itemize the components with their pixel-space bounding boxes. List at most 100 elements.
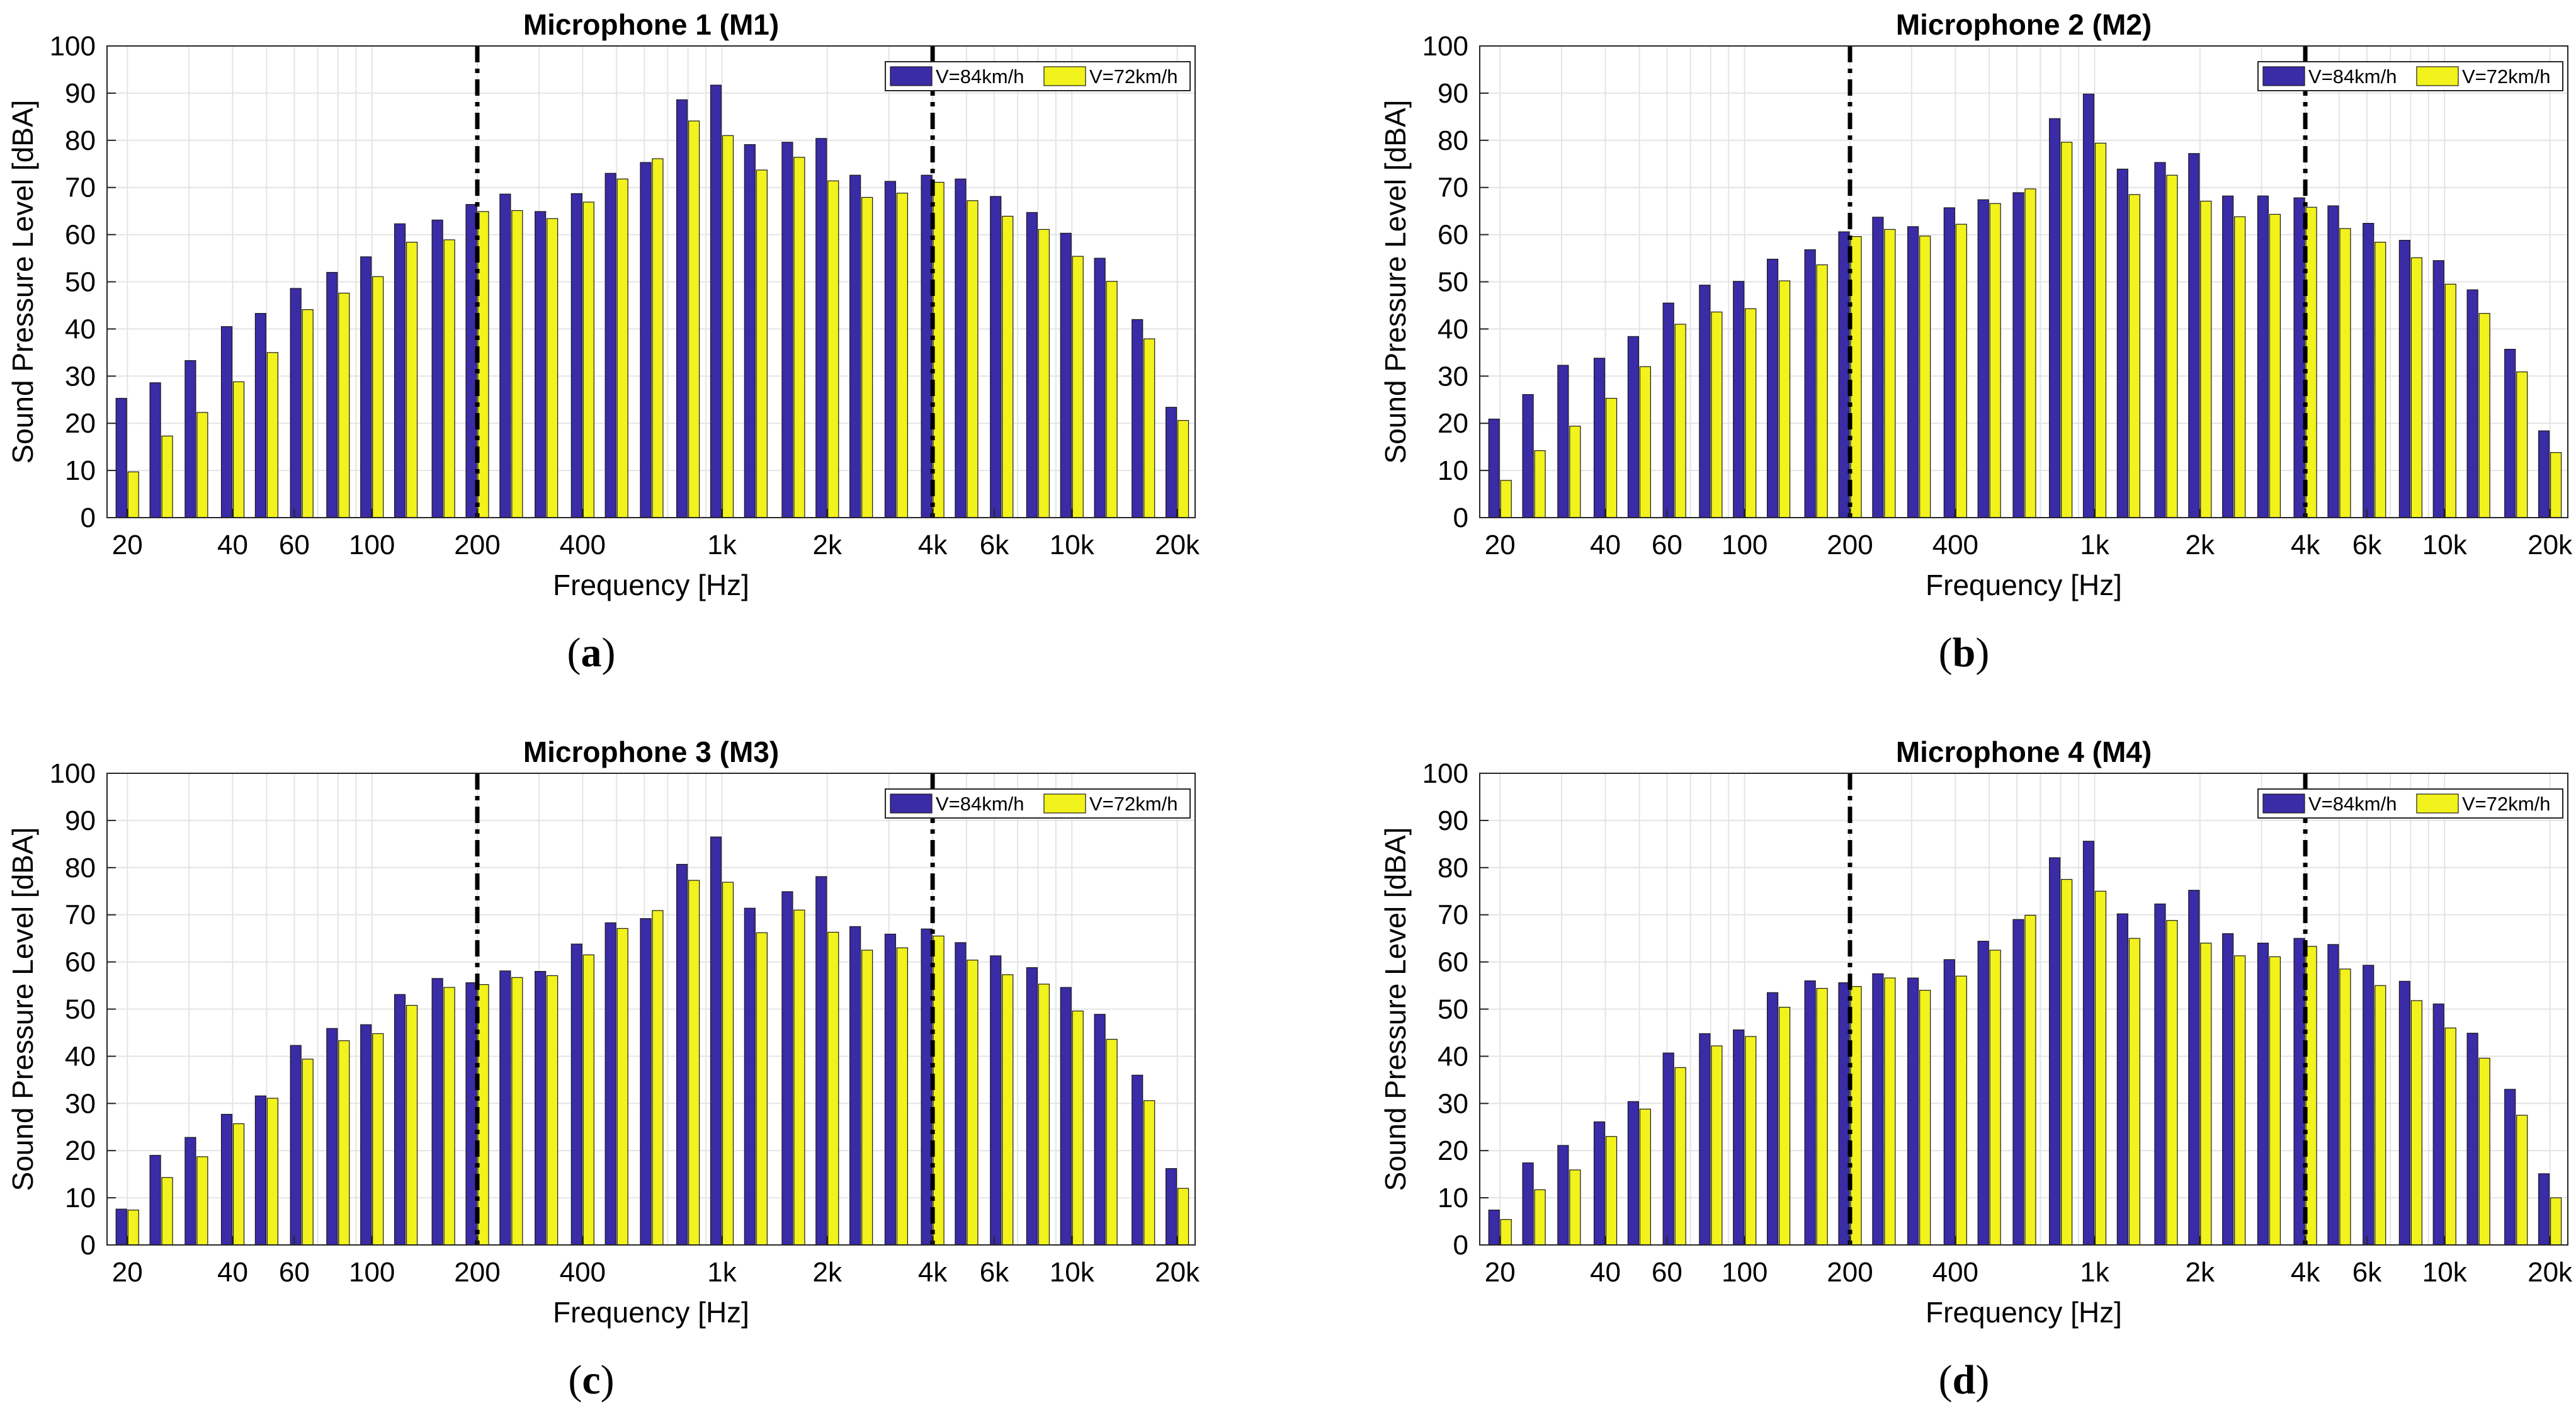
bar-series-1-200hz bbox=[1838, 982, 1850, 1246]
bar-series-1-4000hz bbox=[921, 174, 933, 518]
bar-series-1-4000hz bbox=[2293, 197, 2305, 518]
bar-series-1-5000hz bbox=[2327, 944, 2339, 1246]
bar-series-2-1250hz bbox=[2128, 938, 2140, 1246]
x-tick-label: 100 bbox=[1722, 530, 1767, 560]
x-tick-label: 10k bbox=[2422, 530, 2468, 560]
y-tick-label: 10 bbox=[65, 455, 96, 486]
bar-series-2-1000hz bbox=[722, 135, 734, 518]
x-tick-label: 40 bbox=[1590, 530, 1621, 560]
chart-svg: 0 10 20 30 40 50 60 70 80 90 100 20 40 60 100 200 400 1k 2… bbox=[1379, 8, 2573, 676]
panel-label: (c) bbox=[568, 1357, 614, 1403]
bar-series-2-200hz bbox=[477, 211, 489, 518]
bar-series-1-160hz bbox=[1804, 980, 1816, 1246]
bar-series-2-63hz bbox=[1674, 1067, 1686, 1246]
bar-series-1-250hz bbox=[499, 193, 511, 518]
bar-series-2-80hz bbox=[1711, 1045, 1723, 1246]
bar-series-2-10000hz bbox=[2444, 283, 2456, 518]
legend-swatch-2 bbox=[1043, 66, 1086, 86]
bar-series-2-31.5hz bbox=[196, 1156, 208, 1246]
bars bbox=[115, 836, 1189, 1246]
y-tick-label: 40 bbox=[1438, 314, 1468, 344]
bar-series-1-20000hz bbox=[2538, 1173, 2550, 1246]
bar-series-1-800hz bbox=[2049, 118, 2061, 518]
bar-series-1-3150hz bbox=[2257, 195, 2269, 518]
bar-series-2-8000hz bbox=[1038, 229, 1050, 518]
bar-series-1-10000hz bbox=[1060, 987, 1072, 1246]
bar-series-1-63hz bbox=[1662, 1052, 1674, 1246]
y-tick-label: 0 bbox=[1453, 1230, 1468, 1261]
bar-series-2-100hz bbox=[1745, 1036, 1757, 1246]
bar-series-1-630hz bbox=[640, 162, 652, 518]
bar-series-1-200hz bbox=[465, 204, 477, 518]
bar-series-2-160hz bbox=[443, 987, 455, 1246]
bar-series-2-25hz bbox=[1534, 450, 1546, 518]
bar-series-1-1250hz bbox=[744, 144, 756, 518]
bar-series-1-315hz bbox=[1907, 226, 1919, 518]
y-tick-label: 50 bbox=[65, 267, 96, 298]
bar-series-1-4000hz bbox=[2293, 938, 2305, 1246]
bar-series-1-6300hz bbox=[2363, 223, 2375, 518]
bar-series-2-8000hz bbox=[1038, 984, 1050, 1246]
y-tick-label: 0 bbox=[81, 1230, 96, 1261]
legend-label-1: V=84km/h bbox=[2308, 793, 2397, 815]
bar-series-2-2000hz bbox=[827, 931, 839, 1246]
y-tick-label: 50 bbox=[1438, 994, 1468, 1025]
bar-series-1-200hz bbox=[1838, 231, 1850, 518]
bar-series-1-80hz bbox=[326, 1028, 338, 1246]
y-tick-label: 40 bbox=[65, 1041, 96, 1072]
x-tick-label: 60 bbox=[1652, 1257, 1682, 1288]
bar-series-2-5000hz bbox=[2339, 228, 2351, 518]
bar-series-2-315hz bbox=[1919, 236, 1931, 518]
bar-series-2-16000hz bbox=[1143, 338, 1155, 518]
legend-swatch-2 bbox=[2416, 793, 2459, 814]
bar-series-2-12500hz bbox=[1106, 1038, 1118, 1246]
x-tick-label: 4k bbox=[918, 530, 948, 560]
x-tick-label: 6k bbox=[980, 1257, 1009, 1288]
bar-series-2-800hz bbox=[688, 120, 700, 518]
bar-series-1-10000hz bbox=[1060, 232, 1072, 518]
bar-series-1-10000hz bbox=[2432, 260, 2444, 518]
bar-series-1-5000hz bbox=[955, 942, 967, 1246]
legend-swatch-1 bbox=[890, 66, 933, 86]
bar-series-2-160hz bbox=[443, 239, 455, 518]
bar-series-2-500hz bbox=[616, 928, 628, 1246]
panel-label: (b) bbox=[1939, 630, 1990, 676]
x-axis-label: Frequency [Hz] bbox=[1926, 569, 2122, 601]
bar-series-2-160hz bbox=[1816, 264, 1828, 518]
bar-series-2-630hz bbox=[2024, 188, 2036, 518]
bar-series-1-250hz bbox=[1872, 217, 1884, 518]
bar-series-2-40hz bbox=[1605, 397, 1618, 518]
bar-series-1-125hz bbox=[1766, 992, 1779, 1246]
x-tick-label: 4k bbox=[2291, 530, 2320, 560]
y-tick-label: 90 bbox=[1438, 78, 1468, 109]
bar-series-2-31.5hz bbox=[1569, 1169, 1581, 1246]
panel-microphone-2: 0 10 20 30 40 50 60 70 80 90 100 20 40 60 100 200 400 1k 2… bbox=[1373, 0, 2576, 693]
bar-series-2-630hz bbox=[2024, 914, 2036, 1246]
bar-series-2-125hz bbox=[1778, 280, 1791, 518]
bar-series-1-20000hz bbox=[1165, 407, 1177, 518]
legend: V=84km/h V=72km/h bbox=[885, 788, 1191, 819]
bar-series-2-2000hz bbox=[2200, 943, 2212, 1246]
legend-label-1: V=84km/h bbox=[2308, 65, 2397, 88]
legend: V=84km/h V=72km/h bbox=[2257, 788, 2563, 819]
bar-series-2-2000hz bbox=[827, 180, 839, 518]
bar-series-1-630hz bbox=[2012, 192, 2024, 518]
bar-series-2-125hz bbox=[406, 241, 418, 518]
x-tick-label: 20k bbox=[1155, 1257, 1200, 1288]
chart-svg: 0 10 20 30 40 50 60 70 80 90 100 20 40 60 100 200 400 1k 2… bbox=[1379, 736, 2573, 1403]
x-tick-label: 40 bbox=[1590, 1257, 1621, 1288]
bar-series-1-400hz bbox=[570, 193, 582, 518]
bar-series-1-40hz bbox=[1593, 358, 1606, 518]
y-tick-label: 10 bbox=[1438, 455, 1468, 486]
bar-series-1-10000hz bbox=[2432, 1003, 2444, 1246]
bar-series-1-3150hz bbox=[2257, 943, 2269, 1246]
bar-series-2-400hz bbox=[1955, 224, 1967, 518]
x-tick-label: 6k bbox=[980, 530, 1009, 560]
bar-series-2-2500hz bbox=[861, 950, 873, 1246]
bar-series-2-250hz bbox=[511, 977, 523, 1246]
bar-series-2-6300hz bbox=[2375, 241, 2386, 518]
bar-series-1-4000hz bbox=[921, 928, 933, 1246]
bar-series-1-125hz bbox=[1766, 258, 1779, 518]
bar-series-1-500hz bbox=[1977, 199, 1989, 518]
bar-series-1-6300hz bbox=[990, 955, 1002, 1246]
